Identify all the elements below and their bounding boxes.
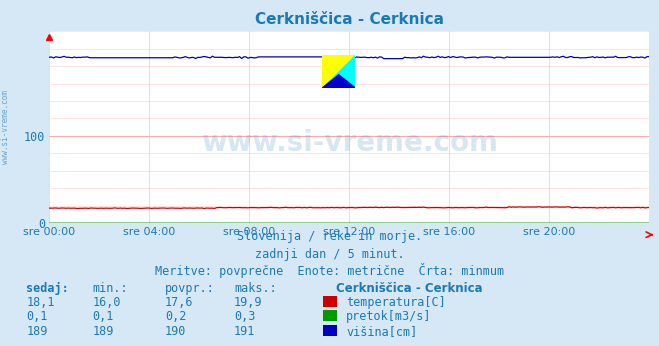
Text: 17,6: 17,6 <box>165 296 193 309</box>
Text: www.si-vreme.com: www.si-vreme.com <box>1 90 10 164</box>
Text: 189: 189 <box>26 325 47 338</box>
Text: Slovenija / reke in morje.: Slovenija / reke in morje. <box>237 230 422 244</box>
Text: maks.:: maks.: <box>234 282 277 295</box>
Text: 18,1: 18,1 <box>26 296 55 309</box>
Text: temperatura[C]: temperatura[C] <box>346 296 445 309</box>
Text: zadnji dan / 5 minut.: zadnji dan / 5 minut. <box>254 248 405 261</box>
Text: višina[cm]: višina[cm] <box>346 325 417 338</box>
Polygon shape <box>322 75 355 88</box>
Text: pretok[m3/s]: pretok[m3/s] <box>346 310 432 323</box>
Text: min.:: min.: <box>92 282 128 295</box>
Text: 191: 191 <box>234 325 255 338</box>
Polygon shape <box>322 55 355 88</box>
Text: www.si-vreme.com: www.si-vreme.com <box>201 128 498 156</box>
Title: Cerkniščica - Cerknica: Cerkniščica - Cerknica <box>255 12 444 27</box>
Text: 0,1: 0,1 <box>26 310 47 323</box>
Text: 0,1: 0,1 <box>92 310 113 323</box>
Text: 190: 190 <box>165 325 186 338</box>
Text: sedaj:: sedaj: <box>26 282 69 295</box>
Text: povpr.:: povpr.: <box>165 282 215 295</box>
Text: 16,0: 16,0 <box>92 296 121 309</box>
Text: 0,3: 0,3 <box>234 310 255 323</box>
Text: 19,9: 19,9 <box>234 296 262 309</box>
Polygon shape <box>322 55 355 88</box>
Text: 189: 189 <box>92 325 113 338</box>
Text: 0,2: 0,2 <box>165 310 186 323</box>
Text: Meritve: povprečne  Enote: metrične  Črta: minmum: Meritve: povprečne Enote: metrične Črta:… <box>155 263 504 278</box>
Text: Cerkniščica - Cerknica: Cerkniščica - Cerknica <box>336 282 482 295</box>
